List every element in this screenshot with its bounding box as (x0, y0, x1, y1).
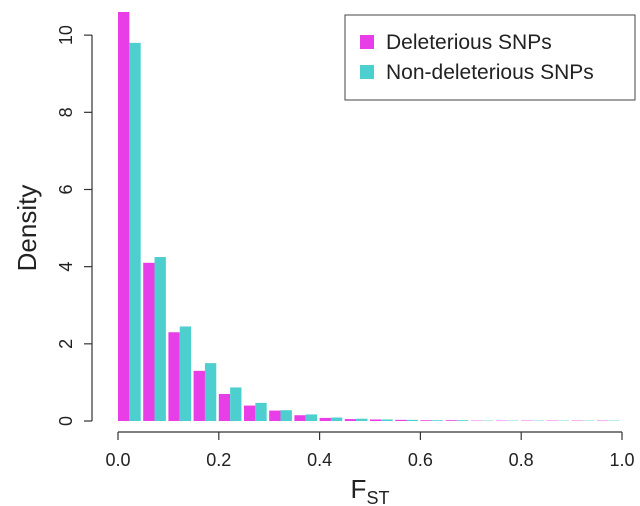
y-tick-label: 4 (56, 262, 76, 272)
y-tick-label: 2 (56, 339, 76, 349)
legend-label: Non-deleterious SNPs (386, 61, 594, 84)
y-tick-label: 8 (56, 107, 76, 117)
bar (218, 393, 231, 421)
bar (168, 332, 180, 421)
y-tick-label: 0 (56, 416, 76, 426)
legend-box (344, 14, 636, 101)
bar (381, 419, 393, 421)
bar (244, 405, 256, 421)
bar (319, 417, 331, 421)
bar (230, 387, 242, 421)
bar (193, 370, 205, 421)
bar (154, 257, 166, 421)
bar (456, 420, 469, 421)
x-tick-label: 0.6 (408, 450, 433, 470)
x-tick-label: 0.0 (105, 450, 130, 470)
bar (356, 418, 368, 421)
bar (305, 414, 318, 421)
y-tick-label: 6 (56, 184, 76, 194)
legend: Deleterious SNPs Non-deleterious SNPs (344, 14, 636, 101)
x-axis-label: FST (351, 474, 390, 506)
bar (118, 12, 130, 421)
bar (406, 419, 418, 421)
bar (280, 410, 292, 421)
legend-swatch (360, 35, 374, 49)
x-tick-label: 1.0 (609, 450, 634, 470)
bar (330, 417, 343, 421)
bar (179, 326, 192, 421)
legend-label: Deleterious SNPs (386, 31, 552, 54)
bar (294, 415, 306, 421)
x-tick-label: 0.4 (307, 450, 332, 470)
bar (395, 419, 407, 421)
bar (204, 363, 217, 421)
bar (344, 419, 357, 421)
y-axis-label: Density (12, 185, 42, 272)
bar (143, 262, 155, 421)
x-label-main: F (351, 474, 367, 504)
legend-swatch (360, 65, 374, 79)
bar (255, 402, 267, 421)
bar (129, 42, 141, 422)
x-label-sub: ST (366, 488, 389, 506)
x-tick-label: 0.2 (206, 450, 231, 470)
bar (370, 419, 382, 421)
bar (269, 410, 281, 421)
bar (445, 420, 457, 421)
y-tick-label: 10 (56, 25, 76, 45)
x-tick-label: 0.8 (509, 450, 534, 470)
bar (431, 420, 444, 421)
bar (420, 420, 432, 421)
